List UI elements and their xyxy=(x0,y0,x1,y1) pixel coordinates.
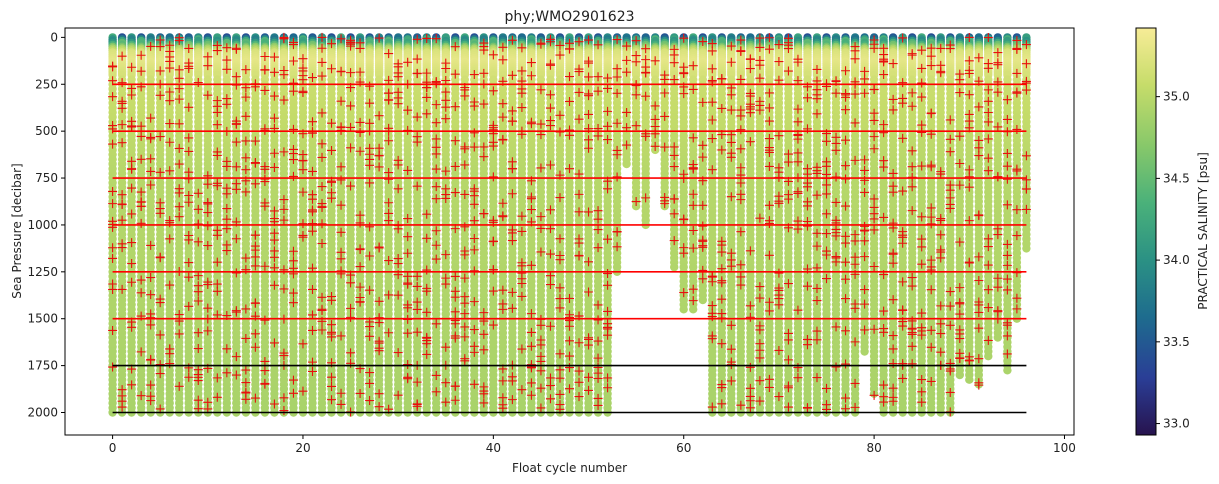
profile-cycle-0 xyxy=(108,33,117,417)
profile-cycle-9 xyxy=(194,33,203,417)
chart-title: phy;WMO2901623 xyxy=(504,9,634,25)
profile-cycle-1 xyxy=(117,33,127,417)
profile-cycle-14 xyxy=(241,33,251,417)
plot-area xyxy=(108,32,1031,417)
profile-cycle-5 xyxy=(156,33,165,417)
profile-cycle-7 xyxy=(175,33,184,417)
profile-cycle-13 xyxy=(232,33,241,417)
